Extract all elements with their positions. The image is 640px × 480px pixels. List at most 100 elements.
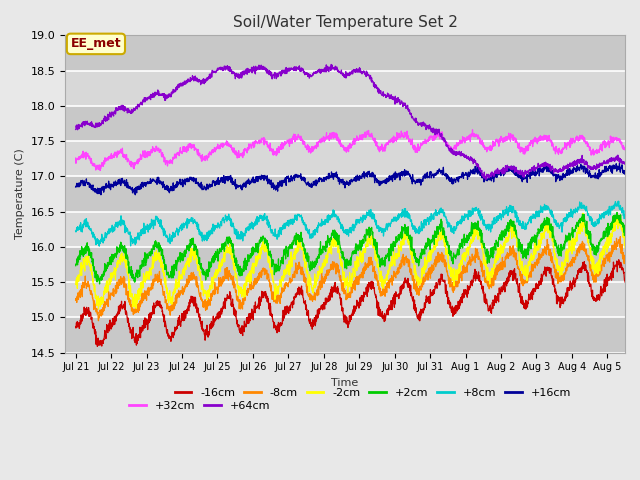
+8cm [505, 208, 513, 214]
Y-axis label: Temperature (C): Temperature (C) [15, 149, 25, 240]
+2cm [605, 230, 613, 236]
+8cm [605, 204, 613, 210]
-2cm [324, 246, 332, 252]
-2cm [72, 282, 79, 288]
-8cm [100, 301, 108, 307]
+8cm [72, 228, 79, 234]
-2cm [339, 277, 347, 283]
+64cm [605, 158, 613, 164]
+64cm [482, 177, 490, 182]
+2cm [613, 210, 621, 216]
-8cm [339, 280, 347, 286]
X-axis label: Time: Time [332, 378, 358, 388]
+64cm [72, 127, 79, 132]
+64cm [328, 61, 335, 67]
Bar [65, 282, 625, 317]
+32cm [72, 155, 79, 161]
-16cm [605, 277, 613, 283]
Legend: +32cm, +64cm: +32cm, +64cm [124, 396, 275, 415]
Line: +2cm: +2cm [76, 213, 625, 284]
-2cm [605, 237, 613, 243]
+32cm [505, 130, 513, 136]
Line: +64cm: +64cm [76, 64, 625, 180]
+32cm [100, 158, 108, 164]
+16cm [505, 167, 513, 172]
Line: +16cm: +16cm [76, 163, 625, 195]
+2cm [72, 263, 79, 269]
Bar [65, 317, 625, 353]
+8cm [100, 238, 108, 243]
-2cm [95, 306, 102, 312]
+64cm [100, 116, 108, 121]
-8cm [616, 234, 624, 240]
-2cm [621, 245, 629, 251]
Bar [65, 247, 625, 282]
+64cm [606, 156, 614, 162]
-8cm [324, 272, 332, 278]
+2cm [621, 227, 629, 232]
-2cm [579, 210, 587, 216]
+16cm [100, 189, 108, 195]
+64cm [324, 67, 332, 73]
+8cm [615, 198, 623, 204]
Line: -8cm: -8cm [76, 237, 625, 321]
Bar [65, 176, 625, 212]
+32cm [339, 144, 347, 150]
-16cm [605, 275, 613, 281]
-8cm [505, 251, 513, 256]
-16cm [72, 324, 79, 329]
+64cm [621, 160, 629, 166]
-2cm [100, 289, 108, 295]
Text: EE_met: EE_met [70, 37, 121, 50]
-16cm [324, 293, 332, 299]
Bar [65, 212, 625, 247]
-16cm [615, 257, 623, 263]
Line: +8cm: +8cm [76, 201, 625, 246]
Line: -2cm: -2cm [76, 213, 625, 309]
+16cm [324, 171, 332, 177]
+16cm [131, 192, 139, 198]
+16cm [72, 184, 79, 190]
-16cm [93, 344, 101, 349]
-2cm [505, 238, 513, 244]
+8cm [621, 212, 629, 218]
-16cm [505, 275, 513, 280]
+32cm [605, 144, 613, 150]
+16cm [339, 179, 347, 185]
+8cm [339, 224, 347, 230]
+32cm [606, 140, 614, 146]
-8cm [95, 318, 102, 324]
Bar [65, 141, 625, 176]
-16cm [339, 310, 347, 316]
-2cm [606, 242, 614, 248]
Bar [65, 106, 625, 141]
Line: +32cm: +32cm [76, 130, 625, 170]
+2cm [96, 281, 104, 287]
+64cm [339, 72, 347, 78]
+2cm [505, 227, 513, 233]
+32cm [96, 168, 104, 173]
Bar [65, 71, 625, 106]
-16cm [621, 279, 629, 285]
+2cm [324, 238, 332, 243]
-16cm [100, 337, 108, 343]
-8cm [72, 297, 79, 303]
+2cm [605, 225, 613, 231]
+16cm [605, 165, 613, 171]
+2cm [100, 268, 108, 274]
-8cm [605, 250, 613, 255]
+32cm [468, 127, 476, 132]
+16cm [621, 171, 629, 177]
-8cm [621, 257, 629, 263]
Line: -16cm: -16cm [76, 260, 625, 347]
+8cm [95, 243, 103, 249]
+2cm [339, 252, 347, 258]
Bar [65, 36, 625, 71]
+32cm [324, 136, 332, 142]
+16cm [605, 165, 613, 171]
Title: Soil/Water Temperature Set 2: Soil/Water Temperature Set 2 [232, 15, 458, 30]
+32cm [621, 147, 629, 153]
+64cm [505, 164, 513, 170]
+8cm [324, 212, 332, 218]
+16cm [616, 160, 623, 166]
